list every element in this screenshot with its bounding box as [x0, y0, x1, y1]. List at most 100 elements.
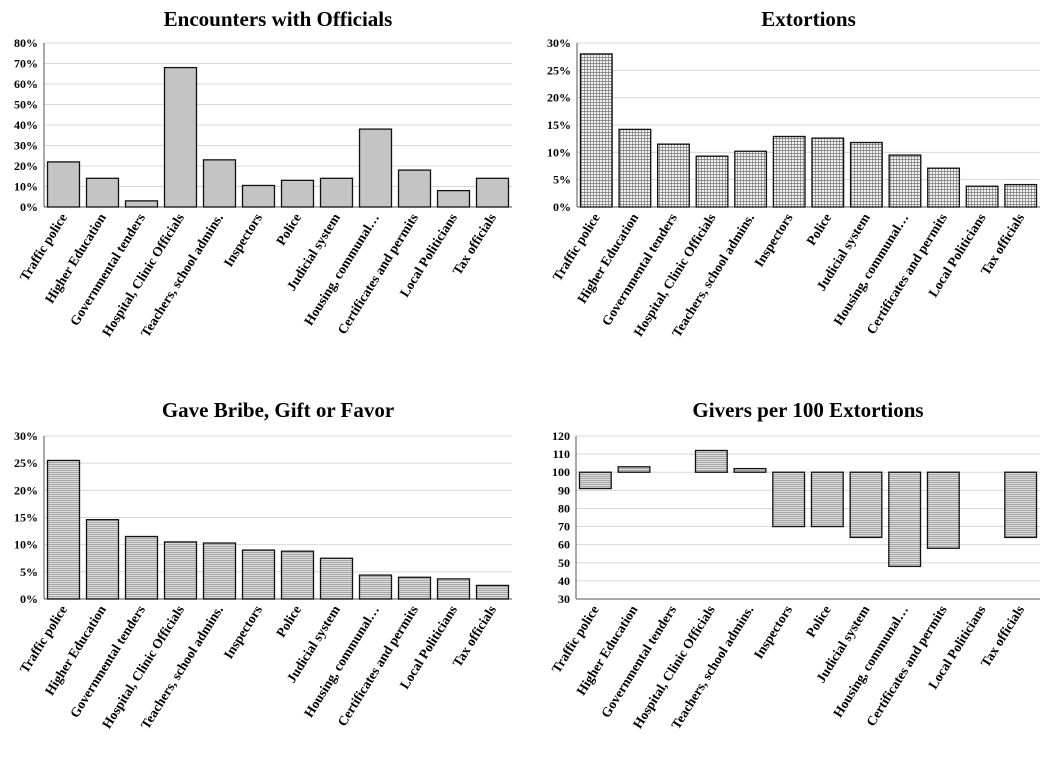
y-tick-label: 20% [14, 159, 38, 173]
bar [1004, 183, 1038, 208]
chart-gave-bribe-svg: Gave Bribe, Gift or Favor 0% 5% 10% 15% 20% 25… [14, 398, 512, 732]
y-tick-label: 25% [547, 63, 571, 77]
y-tick-label: 60% [14, 77, 38, 91]
bar [694, 449, 728, 473]
bar [578, 471, 612, 490]
y-tick-label: 20% [547, 91, 571, 105]
bar [1004, 471, 1038, 539]
bar [319, 557, 354, 600]
y-tick-label: 50 [558, 556, 570, 570]
y-tick-label: 50% [14, 98, 38, 112]
bar [695, 155, 729, 208]
bar [46, 459, 81, 600]
chart-title: Gave Bribe, Gift or Favor [162, 398, 394, 422]
y-tick-label: 5% [20, 565, 38, 579]
bar [475, 177, 510, 208]
x-tick-label: Housing, communal… [301, 603, 382, 720]
bar [241, 184, 276, 208]
bar [358, 128, 393, 208]
y-tick-label: 110 [553, 447, 570, 461]
bar [280, 179, 315, 208]
y-tick-label: 0% [20, 200, 38, 214]
bar [280, 550, 315, 600]
bar [888, 471, 922, 568]
x-tick-label: Governmental tenders [67, 211, 148, 329]
bar [319, 177, 354, 208]
chart-encounters: Encounters with Officials 0% 10% 20% 30% 40% 5… [0, 0, 524, 390]
bar [965, 185, 999, 208]
x-tick-label: Governmental tenders [598, 603, 679, 721]
y-tick-label: 20% [14, 483, 38, 497]
y-tick-label: 70% [14, 57, 38, 71]
chart-givers-per-100: Givers per 100 Extortions 30 40 50 60 70 80 90 1… [524, 390, 1047, 759]
bar [202, 159, 237, 208]
bar [656, 143, 690, 208]
bar [927, 167, 961, 208]
y-tick-label: 70 [558, 520, 570, 534]
y-tick-label: 60 [558, 538, 570, 552]
x-tick-label: Governmental tenders [67, 603, 148, 721]
x-tick-label: Police [803, 603, 834, 640]
x-tick-label: Inspectors [221, 603, 266, 662]
bar [772, 471, 806, 528]
bar [202, 542, 237, 600]
y-tick-label: 25% [14, 456, 38, 470]
y-tick-label: 80 [558, 501, 570, 515]
bar [46, 161, 81, 208]
x-tick-label: Housing, communal… [830, 211, 911, 328]
bar [85, 177, 120, 208]
y-tick-label: 5% [553, 173, 571, 187]
bar [163, 541, 198, 600]
y-tick-label: 15% [14, 511, 38, 525]
y-tick-label: 15% [547, 118, 571, 132]
y-tick-label: 30 [558, 592, 570, 606]
x-tick-label: Governmental tenders [599, 211, 680, 329]
chart-title: Encounters with Officials [164, 7, 393, 31]
y-tick-label: 40% [14, 118, 38, 132]
y-tick-label: 30% [547, 36, 571, 50]
x-tick-label: Police [803, 211, 834, 248]
bar [436, 189, 471, 208]
bar [124, 535, 159, 600]
bar [733, 467, 767, 473]
y-tick-label: 10% [14, 538, 38, 552]
bar [617, 466, 651, 473]
bar [926, 471, 960, 549]
bar [849, 471, 883, 539]
x-tick-label: Police [273, 211, 304, 248]
x-tick-label: Inspectors [221, 211, 266, 270]
x-tick-label: Housing, communal… [830, 603, 911, 720]
bar [579, 53, 613, 208]
bar [397, 576, 432, 600]
x-tick-label: Inspectors [751, 211, 796, 270]
x-tick-label: Housing, communal… [301, 211, 382, 328]
bar [397, 169, 432, 208]
chart-encounters-svg: Encounters with Officials 0% 10% 20% 30% 40% 5… [14, 7, 512, 340]
bar [124, 200, 159, 208]
bar [849, 141, 883, 208]
x-tick-label: Inspectors [751, 603, 796, 662]
bar [772, 135, 806, 208]
y-tick-label: 80% [14, 36, 38, 50]
chart-gave-bribe: Gave Bribe, Gift or Favor 0% 5% 10% 15% 20% 25… [0, 390, 524, 759]
bar [241, 549, 276, 600]
bar [475, 584, 510, 600]
chart-title: Givers per 100 Extortions [692, 398, 923, 422]
bar [358, 574, 393, 600]
bar [85, 519, 120, 600]
y-tick-label: 30% [14, 429, 38, 443]
y-tick-label: 10% [547, 145, 571, 159]
bar [734, 150, 768, 208]
y-tick-label: 100 [552, 465, 570, 479]
bar [888, 154, 922, 208]
y-tick-label: 120 [552, 429, 570, 443]
y-tick-label: 30% [14, 139, 38, 153]
bar [618, 128, 652, 208]
y-tick-label: 0% [20, 592, 38, 606]
y-tick-label: 40 [558, 574, 570, 588]
chart-givers-per-100-svg: Givers per 100 Extortions 30 40 50 60 70 80 90 1… [549, 398, 1040, 732]
y-tick-label: 90 [558, 483, 570, 497]
chart-extortions: Extortions 0% 5% 10% 15% 20% 25% 30% Traffic pol… [524, 0, 1047, 390]
bar [810, 471, 844, 528]
